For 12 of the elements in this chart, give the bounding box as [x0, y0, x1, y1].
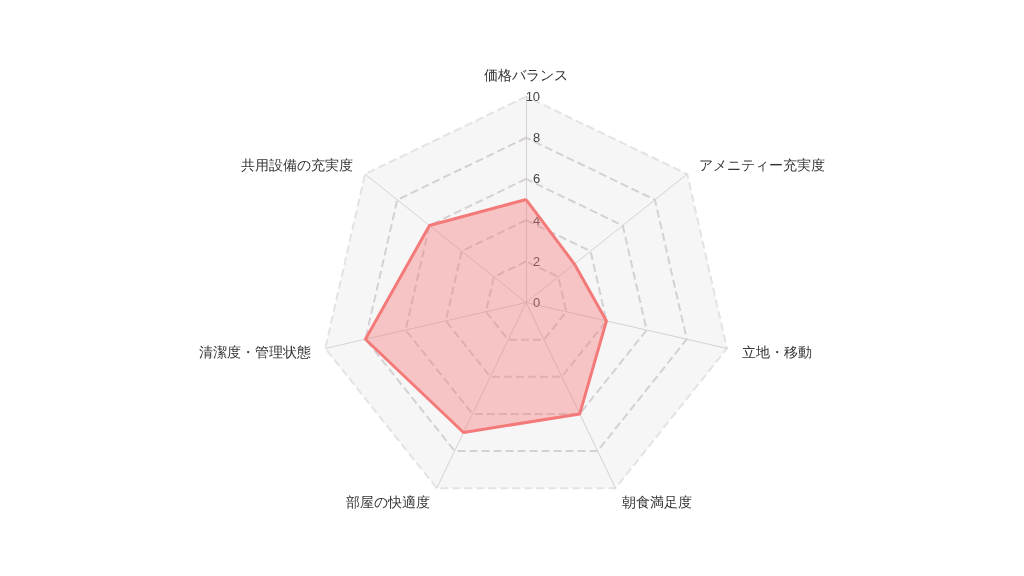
y-tick-label: 0 — [532, 295, 541, 311]
spoke-label: アメニティー充実度 — [698, 156, 825, 173]
y-tick-label: 6 — [532, 171, 541, 187]
y-tick-label: 2 — [532, 253, 541, 269]
spoke-label: 朝食満足度 — [622, 493, 692, 510]
spoke-label: 立地・移動 — [741, 343, 812, 360]
y-tick-label: 8 — [532, 130, 541, 146]
spoke-label: 共用設備の充実度 — [241, 156, 354, 173]
spoke-label: 部屋の快適度 — [346, 493, 431, 510]
spoke-label: 価格バランス — [484, 66, 569, 83]
y-tick-label: 10 — [525, 89, 541, 105]
spoke-label: 清潔度・管理状態 — [198, 343, 311, 360]
